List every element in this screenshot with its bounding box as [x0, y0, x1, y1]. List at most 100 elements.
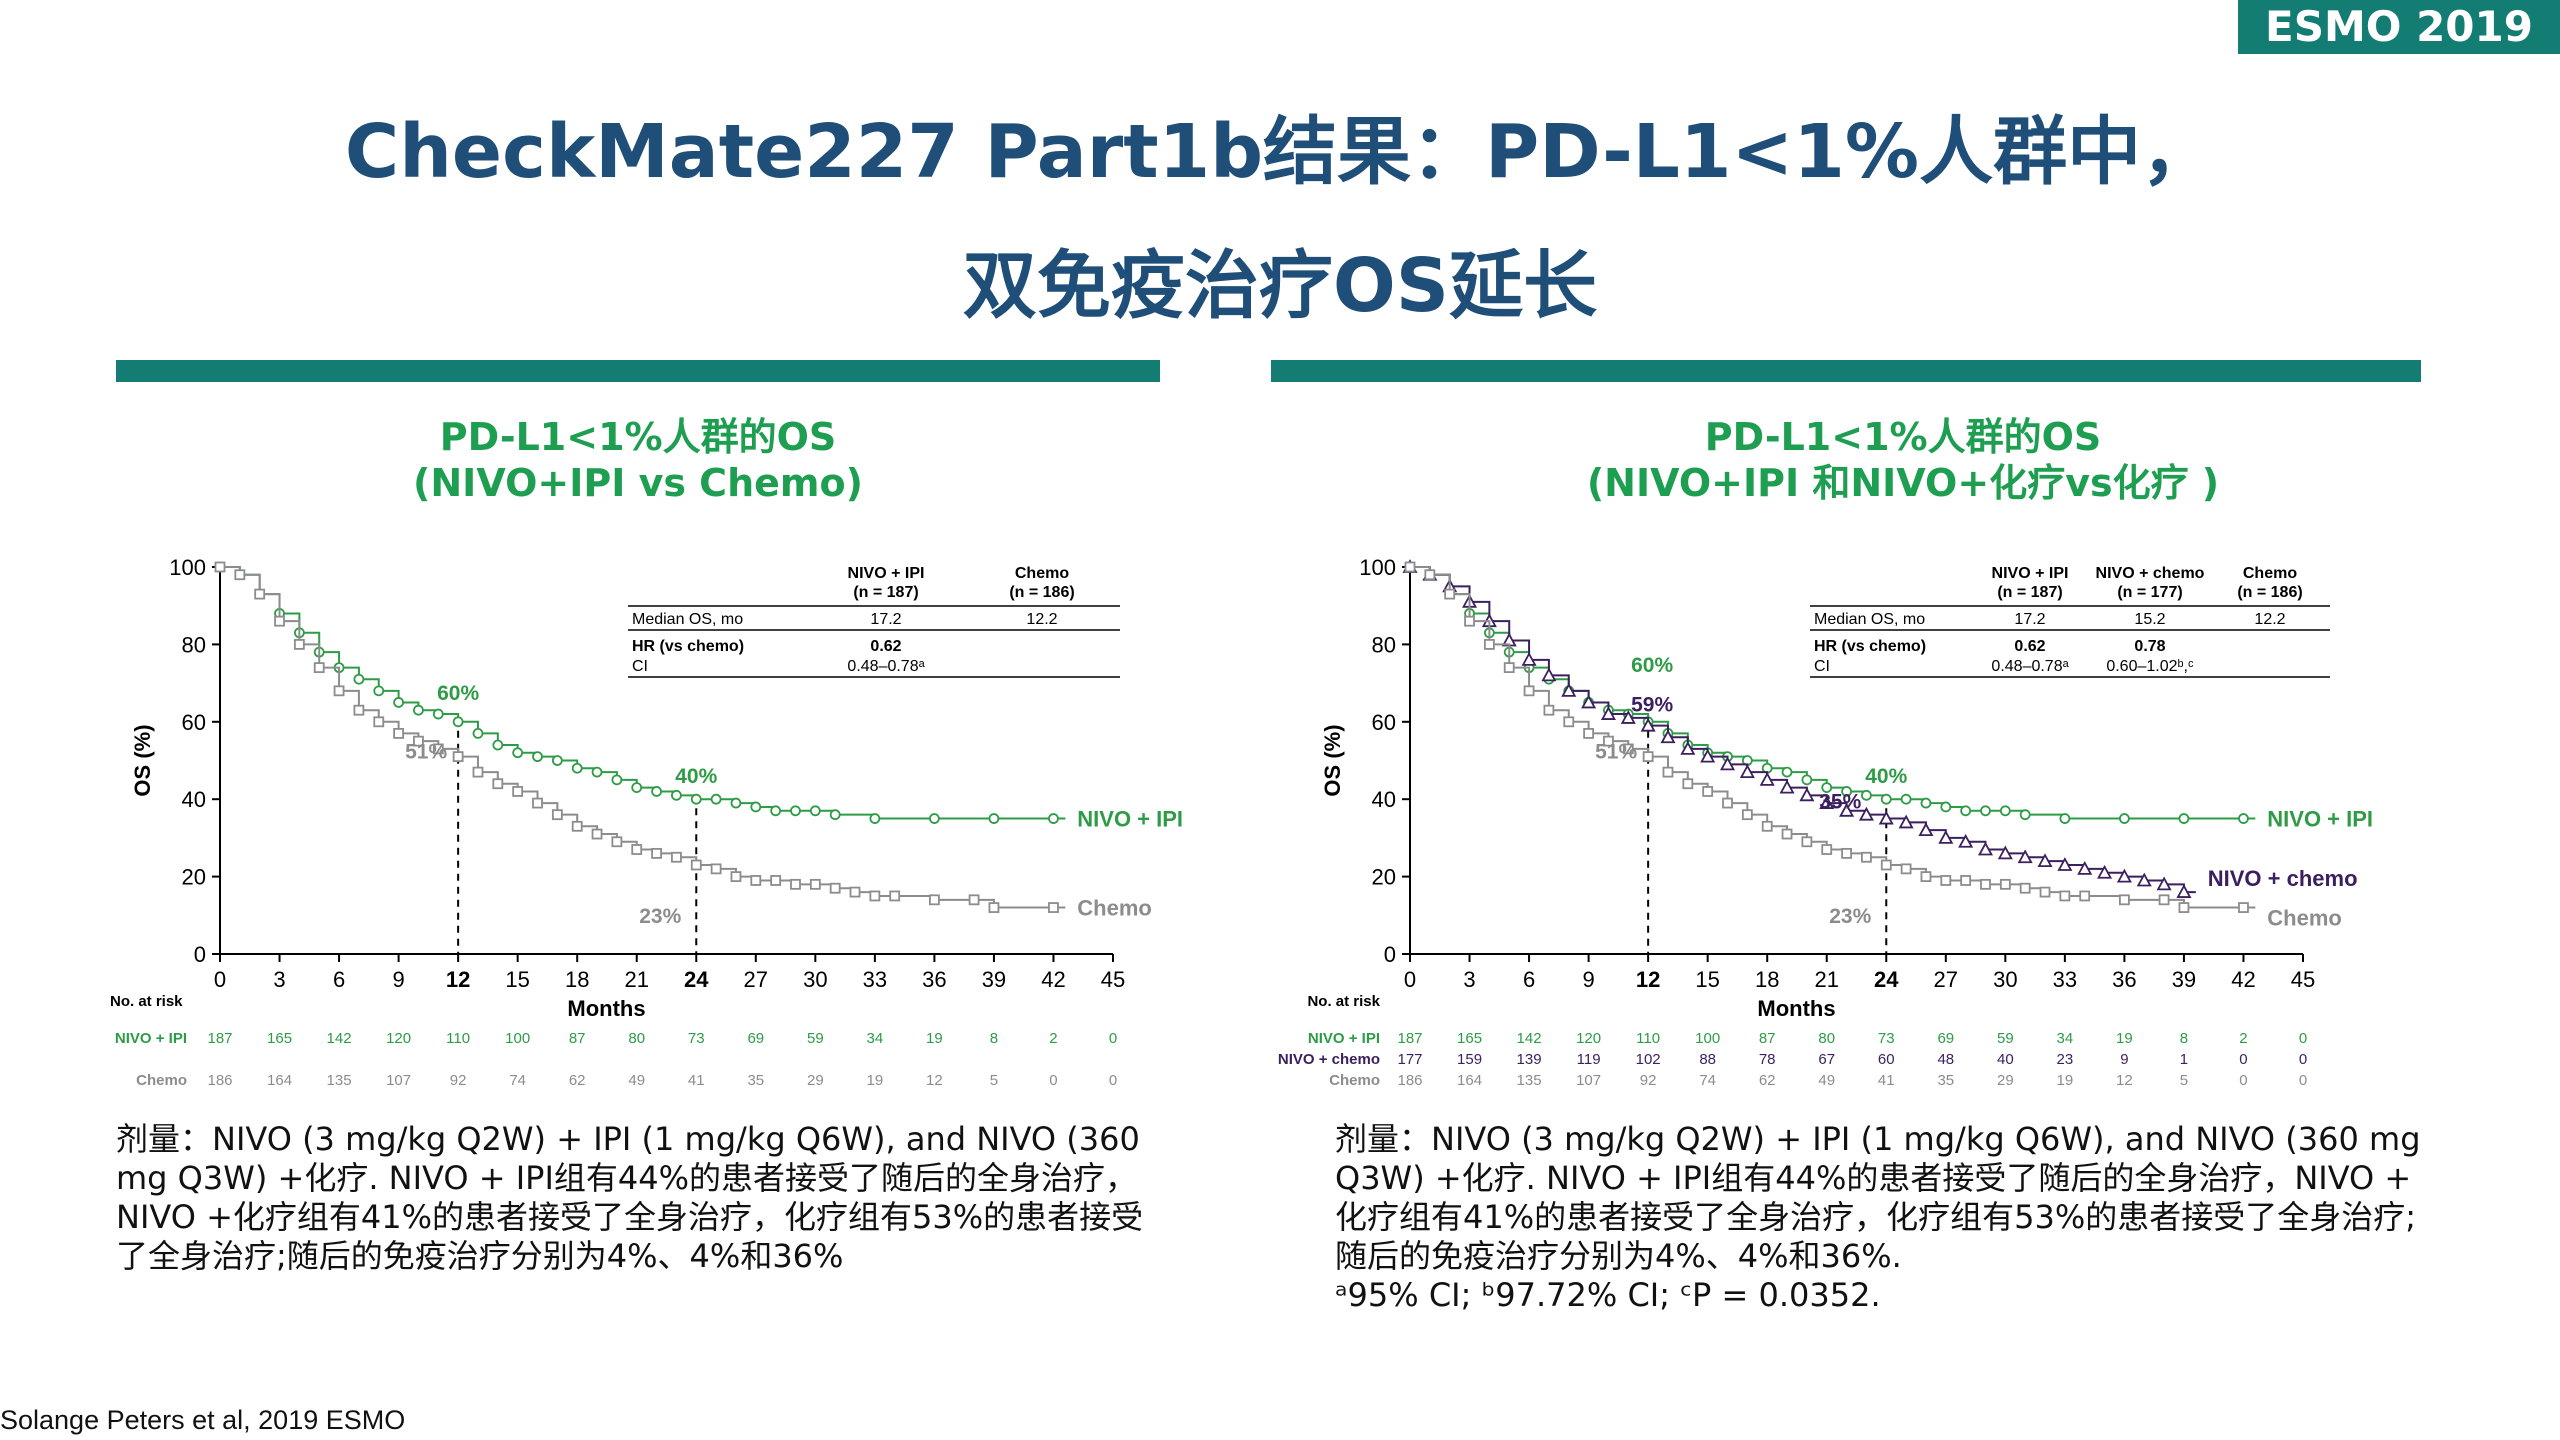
risk-cell: 35	[747, 1072, 764, 1089]
censor-mark	[1700, 748, 1716, 763]
censor-mark	[452, 716, 464, 728]
risk-row-name: Chemo	[1329, 1072, 1380, 1089]
censor-mark	[2057, 857, 2073, 871]
x-tick-label: 12	[1636, 967, 1660, 992]
stats-col-header: (n = 177)	[2117, 584, 2182, 601]
censor-mark	[1938, 830, 1954, 844]
censor-mark	[1940, 875, 1952, 886]
censor-mark	[1841, 786, 1852, 797]
y-tick-label: 60	[1372, 710, 1396, 735]
censor-mark	[492, 739, 504, 751]
censor-mark	[551, 809, 563, 821]
right-panel-title-line1: PD-L1<1%人群的OS	[1704, 415, 2102, 459]
censor-mark	[2059, 813, 2071, 824]
censor-mark	[1819, 795, 1835, 809]
y-axis-title: OS (%)	[1320, 724, 1345, 796]
stats-cell: 0.48–0.78ᵃ	[847, 658, 925, 675]
left-panel-title-line1: PD-L1<1%人群的OS	[439, 415, 837, 459]
data-label: 40%	[1865, 765, 1907, 788]
risk-cell: 142	[1517, 1030, 1542, 1047]
stats-cell: 0.62	[870, 638, 901, 655]
risk-cell: 0	[1049, 1072, 1057, 1089]
y-tick-label: 0	[194, 942, 206, 967]
x-tick-label: 30	[1993, 967, 2017, 992]
censor-mark	[611, 836, 623, 848]
censor-mark	[2178, 813, 2190, 824]
x-tick-label: 39	[2172, 967, 2196, 992]
y-tick-label: 100	[1359, 555, 1396, 580]
censor-mark	[1483, 639, 1495, 650]
risk-cell: 87	[1759, 1030, 1776, 1047]
censor-mark	[1980, 805, 1991, 817]
censor-mark	[571, 762, 583, 774]
censor-mark	[611, 774, 623, 786]
censor-mark	[1722, 797, 1733, 809]
risk-cell: 8	[990, 1030, 998, 1047]
y-tick-label: 60	[182, 710, 206, 735]
censor-mark	[1801, 774, 1813, 786]
x-tick-label: 15	[505, 967, 529, 992]
censor-mark	[413, 704, 424, 716]
stats-col-header: (n = 186)	[2237, 584, 2302, 601]
censor-mark	[571, 820, 583, 832]
x-tick-label: 15	[1695, 967, 1719, 992]
risk-cell: 107	[386, 1072, 411, 1089]
x-tick-label: 9	[392, 967, 404, 992]
risk-cell: 29	[1997, 1072, 2014, 1089]
censor-mark	[432, 743, 444, 755]
censor-mark	[1920, 797, 1932, 809]
censor-mark	[1048, 902, 1059, 913]
x-tick-label: 30	[803, 967, 827, 992]
censor-mark	[1801, 836, 1813, 848]
censor-mark	[1600, 706, 1616, 720]
risk-cell: 73	[1878, 1030, 1895, 1047]
censor-mark	[1642, 751, 1654, 763]
censor-mark	[1048, 813, 1059, 824]
censor-mark	[2079, 890, 2091, 902]
censor-mark	[929, 894, 940, 906]
x-tick-label: 24	[684, 967, 709, 992]
x-axis-title: Months	[1757, 996, 1835, 1021]
risk-cell: 187	[207, 1030, 232, 1047]
risk-cell: 80	[1818, 1030, 1835, 1047]
right-panel-title-line2: (NIVO+IPI 和NIVO+化疗vs化疗 )	[1586, 461, 2220, 505]
series-line-nivo-ipi	[1410, 566, 2256, 820]
risk-cell: 165	[1457, 1030, 1482, 1047]
censor-mark	[1561, 682, 1577, 697]
censor-mark	[1541, 667, 1557, 682]
risk-cell: 73	[688, 1030, 705, 1047]
risk-cell: 102	[1636, 1051, 1661, 1068]
risk-cell: 2	[2239, 1030, 2247, 1047]
censor-mark	[750, 875, 762, 886]
risk-cell: 29	[807, 1072, 824, 1089]
x-tick-label: 0	[214, 967, 226, 992]
censor-mark	[1898, 814, 1914, 829]
x-tick-label: 21	[624, 967, 648, 992]
risk-cell: 80	[628, 1030, 645, 1047]
risk-cell: 0	[2299, 1030, 2307, 1047]
censor-mark	[790, 805, 801, 817]
censor-mark	[432, 708, 444, 720]
censor-mark	[373, 685, 385, 697]
stats-col-header: (n = 187)	[853, 584, 918, 601]
stats-col-header: (n = 187)	[1997, 584, 2062, 601]
risk-cell: 165	[267, 1030, 292, 1047]
risk-row-name: NIVO + IPI	[115, 1030, 187, 1047]
stats-col-header: Chemo	[1015, 565, 1069, 582]
censor-mark	[1997, 845, 2013, 860]
censor-mark	[671, 851, 682, 863]
censor-mark	[730, 797, 742, 809]
risk-cell: 74	[509, 1072, 526, 1089]
censor-mark	[1404, 561, 1416, 573]
risk-cell: 164	[1457, 1072, 1482, 1089]
censor-mark	[2039, 886, 2051, 898]
censor-mark	[1583, 728, 1595, 739]
censor-mark	[2238, 902, 2249, 913]
risk-cell: 142	[327, 1030, 352, 1047]
data-label: 23%	[639, 905, 681, 928]
censor-mark	[393, 728, 405, 739]
risk-cell: 88	[1699, 1051, 1716, 1068]
x-tick-label: 36	[922, 967, 946, 992]
censor-mark	[2156, 876, 2172, 891]
censor-mark	[770, 805, 782, 817]
